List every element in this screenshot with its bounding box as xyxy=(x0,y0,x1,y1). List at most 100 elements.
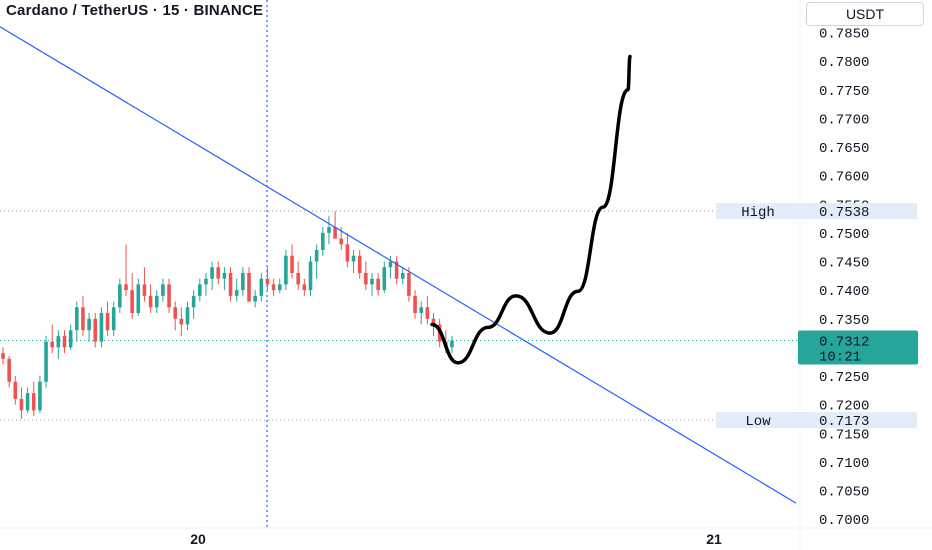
candle-body xyxy=(327,227,331,233)
candle-body xyxy=(216,267,221,279)
candle xyxy=(111,301,116,336)
candle-body xyxy=(173,307,177,319)
candle xyxy=(234,278,239,302)
candle-body xyxy=(339,238,344,245)
candle-body xyxy=(345,244,350,262)
candle-body xyxy=(111,307,116,331)
candle xyxy=(388,255,393,279)
candle xyxy=(185,301,190,331)
candle-body xyxy=(142,284,147,296)
candle-body xyxy=(68,330,73,348)
candle xyxy=(327,215,331,245)
high-label-value: 0.7538 xyxy=(819,205,869,221)
candle xyxy=(290,244,294,279)
candle-body xyxy=(191,295,196,308)
candle xyxy=(136,278,141,316)
candle-body xyxy=(130,290,134,314)
candle xyxy=(19,387,24,419)
candle xyxy=(93,313,98,348)
candle xyxy=(425,295,430,325)
candle xyxy=(345,232,350,268)
current-price-value: 0.7312 xyxy=(819,335,869,351)
chart-title: Cardano / TetherUS · 15 · BINANCE xyxy=(6,2,264,19)
price-tick-label: 0.7200 xyxy=(819,399,869,415)
low-label-tag xyxy=(716,412,801,429)
candle xyxy=(105,301,110,336)
price-tick-label: 0.7700 xyxy=(819,112,869,128)
candle xyxy=(204,272,208,296)
candle xyxy=(302,278,307,296)
candle-body xyxy=(50,341,54,348)
hand-drawn-projection[interactable] xyxy=(430,54,632,365)
candle xyxy=(284,250,288,291)
candle xyxy=(198,278,202,302)
candle xyxy=(154,290,159,314)
candle-body xyxy=(321,232,325,251)
candle-body xyxy=(1,353,5,359)
candle xyxy=(87,313,91,342)
time-axis[interactable]: 20 21 xyxy=(190,531,722,547)
candle xyxy=(247,267,251,302)
candle-body xyxy=(450,340,454,348)
candle xyxy=(351,250,356,273)
candle xyxy=(44,335,48,388)
high-label: High 0.7538 xyxy=(716,203,917,221)
candle-body xyxy=(161,284,165,296)
price-tick-label: 0.7400 xyxy=(819,284,869,300)
candle-body xyxy=(62,335,67,348)
trendline[interactable] xyxy=(0,26,797,504)
candle-body xyxy=(290,255,294,273)
price-tick-label: 0.7750 xyxy=(819,84,869,100)
candle-body xyxy=(124,284,128,291)
candle xyxy=(68,324,73,351)
candle-body xyxy=(370,278,374,285)
candle xyxy=(191,290,196,319)
candle xyxy=(265,267,270,291)
candle-body xyxy=(277,284,282,291)
candle xyxy=(130,272,134,319)
candle xyxy=(124,244,128,296)
candle xyxy=(400,267,405,285)
candle xyxy=(118,278,122,314)
candle xyxy=(370,272,374,296)
price-axis[interactable]: 0.7850 0.7800 0.7750 0.7700 0.7650 0.7600 0.75… xyxy=(819,27,869,530)
candle-body xyxy=(351,255,356,262)
candle-body xyxy=(204,278,208,285)
candle xyxy=(376,272,380,296)
countdown-timer: 10:21 xyxy=(819,350,861,366)
candle-body xyxy=(253,295,257,302)
candle xyxy=(271,278,276,296)
candle-body xyxy=(400,272,405,279)
candle xyxy=(62,330,67,354)
price-tick-label: 0.7100 xyxy=(819,456,869,472)
candle-body xyxy=(7,358,11,382)
candle xyxy=(7,355,11,388)
candle xyxy=(25,387,30,414)
candle-body xyxy=(210,267,214,279)
candle-body xyxy=(376,278,380,291)
candle-body xyxy=(308,261,313,291)
candle-body xyxy=(265,278,270,285)
candle-body xyxy=(31,393,36,411)
candle xyxy=(99,307,104,348)
candle-body xyxy=(425,307,430,319)
low-label-text: Low xyxy=(745,414,771,430)
candle xyxy=(419,301,423,325)
candle-body xyxy=(247,272,251,302)
candle-body xyxy=(118,284,122,308)
high-label-value-bg xyxy=(801,203,917,220)
candle-body xyxy=(198,284,202,296)
candle xyxy=(407,267,411,302)
candle-body xyxy=(87,318,91,331)
candle xyxy=(81,295,85,336)
candle xyxy=(228,267,233,302)
high-label-text: High xyxy=(741,205,775,221)
price-tick-label: 0.7800 xyxy=(819,55,869,71)
candle xyxy=(173,301,177,331)
candle-body xyxy=(259,278,264,296)
currency-button[interactable]: USDT xyxy=(806,2,924,26)
candle xyxy=(222,267,227,291)
candle-body xyxy=(179,318,184,325)
